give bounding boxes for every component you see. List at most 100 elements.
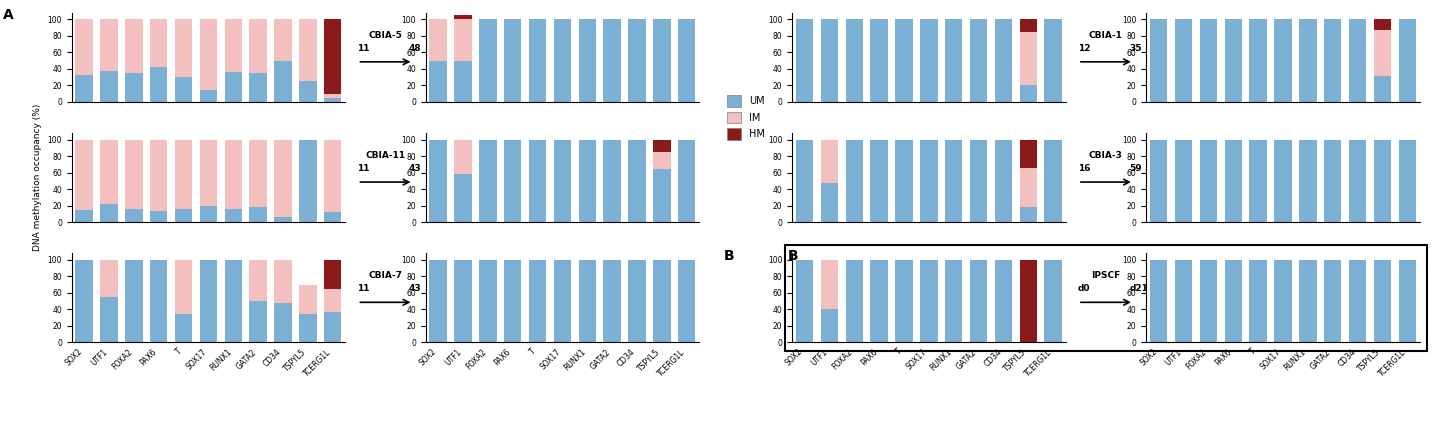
Bar (1398, 260, 1415, 342)
Bar (1225, 260, 1242, 342)
Bar (125, 19, 142, 73)
Bar (1398, 140, 1415, 222)
Bar (324, 289, 341, 312)
Bar (604, 19, 621, 102)
Bar (250, 73, 267, 102)
Bar (199, 206, 217, 222)
Bar (628, 140, 645, 222)
Bar (1200, 260, 1217, 342)
Bar (175, 77, 192, 102)
Bar (151, 19, 168, 67)
Text: CBIA-1: CBIA-1 (1088, 31, 1123, 40)
Bar (1398, 19, 1415, 102)
Bar (895, 19, 913, 102)
Text: 12: 12 (1078, 44, 1090, 53)
Bar (1020, 86, 1037, 102)
Bar (529, 19, 546, 102)
Bar (300, 140, 317, 222)
Bar (1299, 140, 1316, 222)
Bar (324, 94, 341, 98)
Bar (554, 260, 571, 342)
Bar (503, 19, 522, 102)
Text: IPSCF: IPSCF (1091, 271, 1120, 280)
Y-axis label: DNA methylation occupancy (%): DNA methylation occupancy (%) (33, 104, 42, 251)
Bar (1249, 19, 1266, 102)
Bar (324, 312, 341, 342)
Bar (578, 140, 597, 222)
Text: 11: 11 (357, 164, 370, 173)
Bar (820, 19, 839, 102)
Bar (455, 174, 472, 222)
Bar (921, 140, 938, 222)
Bar (175, 260, 192, 314)
Bar (151, 140, 168, 211)
Bar (1249, 140, 1266, 222)
Bar (870, 140, 888, 222)
Bar (628, 260, 645, 342)
Bar (652, 260, 671, 342)
Text: d21: d21 (1130, 285, 1149, 294)
Bar (1225, 19, 1242, 102)
Text: 11: 11 (357, 285, 370, 294)
Bar (100, 297, 118, 342)
Bar (151, 260, 168, 342)
Bar (503, 140, 522, 222)
Text: CBIA-7: CBIA-7 (369, 271, 403, 280)
Bar (76, 140, 93, 210)
Bar (1150, 260, 1167, 342)
Bar (455, 260, 472, 342)
Bar (250, 19, 267, 73)
Bar (1374, 30, 1391, 75)
Bar (1200, 140, 1217, 222)
Bar (1275, 260, 1292, 342)
Bar (300, 81, 317, 102)
Bar (300, 314, 317, 342)
Bar (1299, 260, 1316, 342)
Bar (796, 260, 813, 342)
Bar (479, 260, 496, 342)
Bar (1374, 260, 1391, 342)
Bar (604, 140, 621, 222)
Bar (1225, 140, 1242, 222)
Bar (479, 19, 496, 102)
Bar (100, 260, 118, 297)
Bar (100, 71, 118, 102)
Bar (199, 89, 217, 102)
Text: d0: d0 (1078, 285, 1090, 294)
Bar (1044, 19, 1063, 102)
Bar (429, 260, 447, 342)
Bar (125, 209, 142, 222)
Bar (199, 140, 217, 206)
Bar (1299, 19, 1316, 102)
Bar (479, 140, 496, 222)
Bar (76, 260, 93, 342)
Bar (125, 73, 142, 102)
Bar (250, 301, 267, 342)
Bar (945, 19, 962, 102)
Bar (652, 152, 671, 169)
Bar (250, 260, 267, 301)
Bar (846, 19, 863, 102)
Bar (846, 260, 863, 342)
Bar (455, 15, 472, 19)
Bar (969, 19, 988, 102)
Text: B: B (787, 249, 799, 263)
Bar (554, 19, 571, 102)
Bar (921, 260, 938, 342)
Bar (820, 183, 839, 222)
Bar (1020, 19, 1037, 32)
Bar (324, 212, 341, 222)
Bar (199, 260, 217, 342)
Bar (1374, 19, 1391, 30)
Text: CBIA-5: CBIA-5 (369, 31, 403, 40)
Bar (429, 61, 447, 102)
Bar (100, 140, 118, 204)
Bar (100, 19, 118, 71)
Bar (969, 140, 988, 222)
Bar (578, 260, 597, 342)
Bar (225, 140, 242, 209)
Bar (1349, 19, 1367, 102)
Bar (1044, 260, 1063, 342)
Bar (578, 19, 597, 102)
Bar (1020, 207, 1037, 222)
